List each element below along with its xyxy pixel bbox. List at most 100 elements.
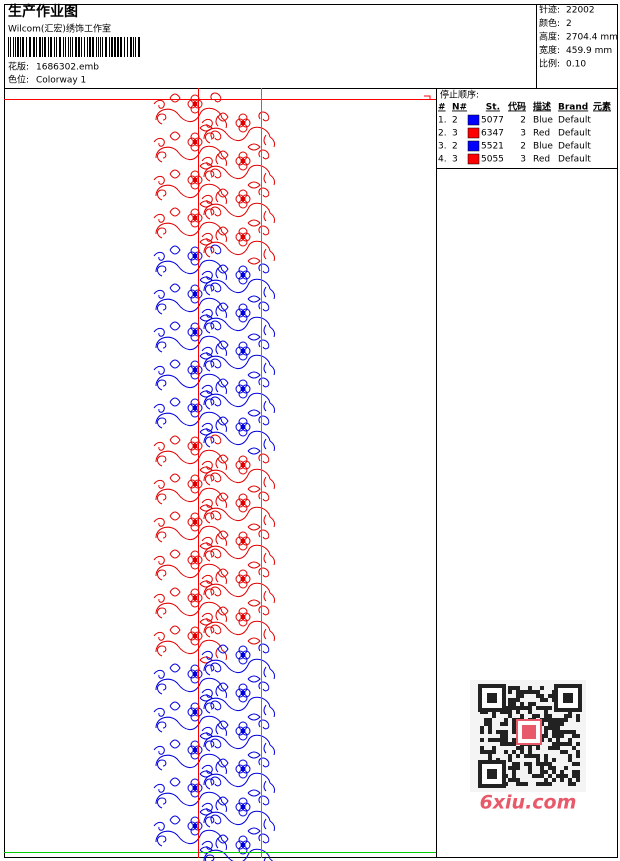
motif	[153, 434, 227, 474]
qr-cell	[520, 690, 524, 694]
qr-cell	[532, 754, 536, 758]
qr-cell	[480, 750, 484, 754]
qr-cell	[556, 742, 560, 746]
qr-cell	[516, 746, 520, 750]
qr-cell	[536, 714, 540, 718]
column-header: Brand	[558, 103, 588, 113]
qr-cell	[564, 750, 568, 754]
qr-cell	[536, 782, 540, 786]
qr-cell	[524, 706, 528, 710]
qr-cell	[508, 698, 512, 702]
brand: Default	[558, 155, 591, 165]
qr-finder	[478, 684, 506, 712]
motif	[153, 814, 227, 854]
qr-cell	[504, 730, 508, 734]
description: Red	[533, 155, 550, 165]
qr-cell	[544, 706, 548, 710]
bar	[81, 37, 82, 57]
bar	[8, 37, 9, 57]
motif	[153, 548, 227, 588]
qr-cell	[512, 762, 516, 766]
qr-cell	[552, 758, 556, 762]
qr-cell	[492, 746, 496, 750]
motif	[153, 776, 227, 816]
stitches: 5521	[481, 142, 504, 152]
column-header: 描述	[533, 101, 551, 113]
qr-cell	[504, 742, 508, 746]
needle: 3	[452, 129, 458, 139]
qr-cell	[576, 770, 580, 774]
bar	[127, 37, 128, 57]
qr-cell	[520, 750, 524, 754]
color-swatch	[467, 153, 480, 165]
brand: Default	[558, 116, 591, 126]
column-header: 代码	[507, 101, 526, 113]
qr-cell	[576, 754, 580, 758]
qr-cell	[576, 762, 580, 766]
qr-cell	[528, 710, 532, 714]
qr-cell	[540, 770, 544, 774]
qr-cell	[544, 698, 548, 702]
qr-cell	[512, 730, 516, 734]
bar	[89, 37, 91, 57]
info-value: 22002	[566, 6, 595, 16]
qr-cell	[480, 726, 484, 730]
qr-cell	[548, 714, 552, 718]
qr-cell	[540, 706, 544, 710]
qr-cell	[516, 706, 520, 710]
qr-cell	[572, 762, 576, 766]
qr-finder	[487, 693, 497, 703]
bar	[39, 37, 41, 57]
bar	[36, 37, 37, 57]
qr-cell	[504, 750, 508, 754]
qr-cell	[576, 734, 580, 738]
qr-cell	[560, 742, 564, 746]
qr-cell	[488, 718, 492, 722]
bar	[50, 37, 52, 57]
qr-cell	[576, 714, 580, 718]
qr-cell	[544, 718, 548, 722]
qr-cell	[540, 774, 544, 778]
qr-cell	[548, 694, 552, 698]
qr-cell	[504, 738, 508, 742]
qr-cell	[504, 734, 508, 738]
qr-cell	[548, 782, 552, 786]
qr-cell	[512, 686, 516, 690]
qr-cell	[548, 774, 552, 778]
motif	[153, 244, 227, 284]
qr-cell	[520, 706, 524, 710]
qr-cell	[552, 726, 556, 730]
qr-cell	[568, 758, 572, 762]
bar	[48, 37, 49, 57]
bar	[68, 37, 69, 57]
qr-cell	[576, 774, 580, 778]
motif	[153, 624, 227, 664]
qr-cell	[508, 766, 512, 770]
qr-cell	[500, 742, 504, 746]
row-index: 3.	[438, 142, 447, 152]
bar	[70, 37, 71, 57]
qr-cell	[528, 746, 532, 750]
qr-cell	[560, 774, 564, 778]
qr-cell	[572, 746, 576, 750]
qr-cell	[540, 686, 544, 690]
qr-cell	[552, 770, 556, 774]
bar	[56, 37, 57, 57]
bar	[10, 37, 11, 57]
qr-cell	[548, 762, 552, 766]
bar	[22, 37, 24, 57]
qr-cell	[544, 762, 548, 766]
bar	[72, 37, 73, 57]
motif	[153, 396, 227, 436]
motif	[153, 358, 227, 398]
description: Blue	[533, 142, 553, 152]
bar	[17, 37, 19, 57]
description: Red	[533, 129, 550, 139]
barcode	[8, 37, 140, 57]
info-label: 宽度:	[539, 44, 560, 56]
qr-cell	[576, 778, 580, 782]
qr-cell	[528, 770, 532, 774]
qr-cell	[560, 778, 564, 782]
qr-cell	[536, 694, 540, 698]
qr-cell	[508, 706, 512, 710]
